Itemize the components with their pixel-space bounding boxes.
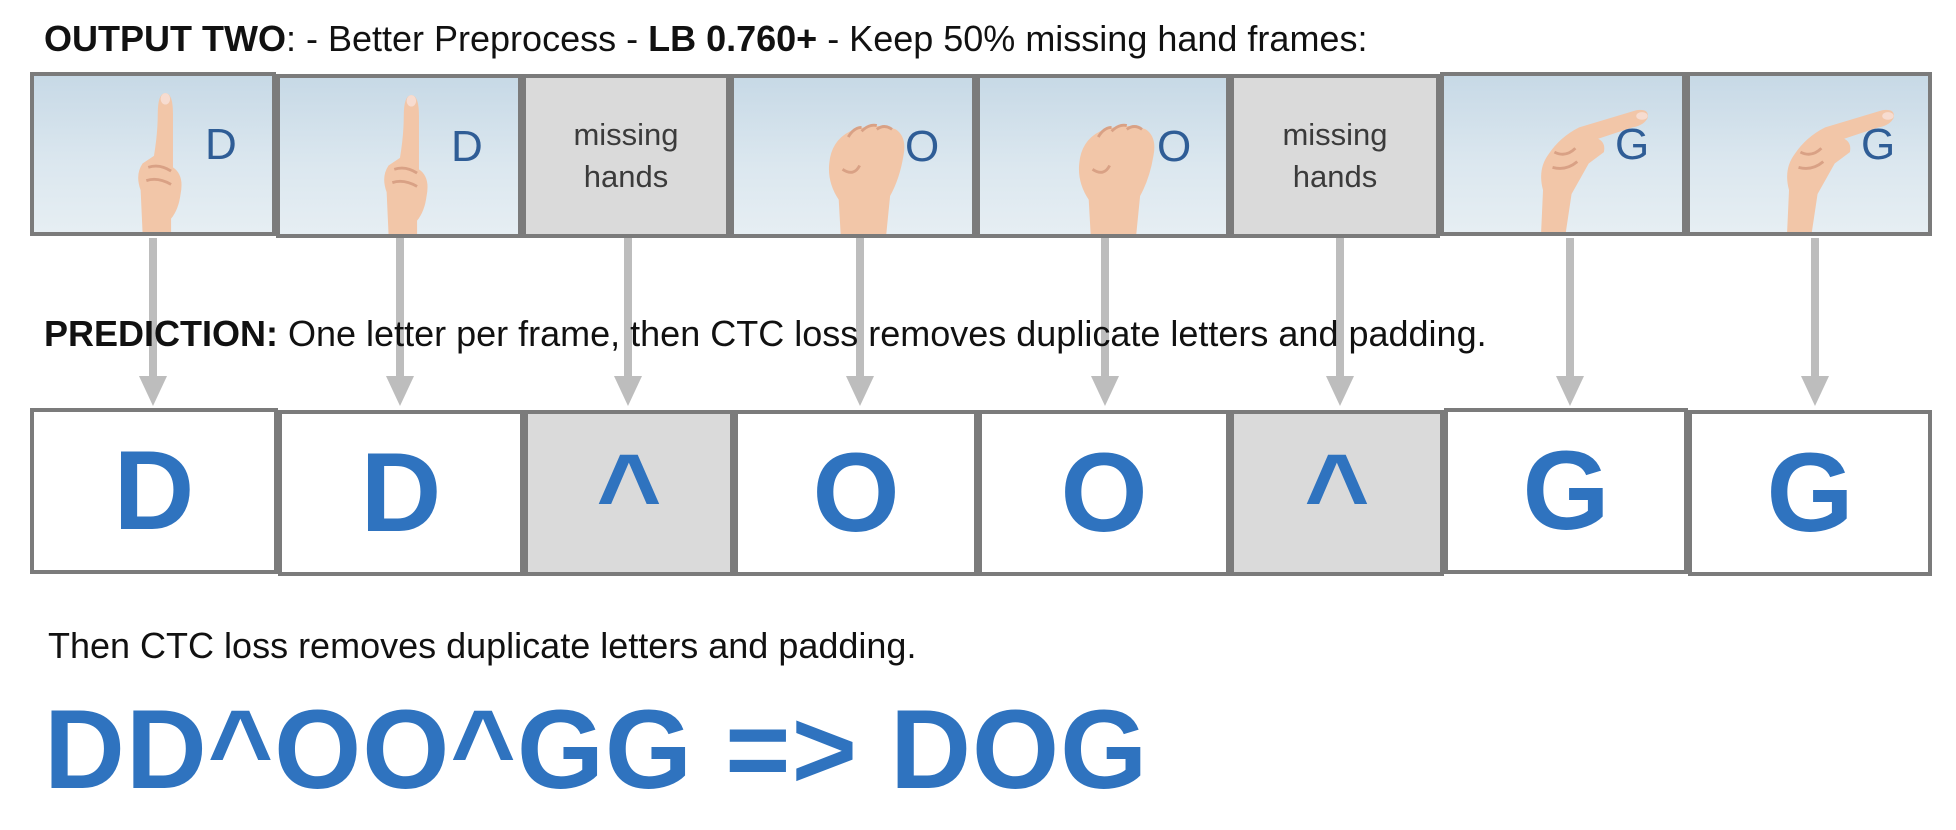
padding-box: ^ [1230,410,1444,576]
predicted-letter: G [1766,430,1854,555]
down-arrow-icon [846,238,874,406]
hand-sign-icon [1787,109,1894,232]
predicted-letter: ^ [596,431,662,556]
hand-sign-icon [1078,123,1155,234]
missing-hands-label: missing hands [573,117,679,194]
frame-letter: G [1861,120,1896,169]
down-arrow-icon [614,238,642,406]
down-arrow-icon [1091,238,1119,406]
lb-score-label: LB 0.760+ [648,18,818,59]
down-arrow-icon [386,238,414,406]
frame-letter: O [905,122,940,171]
prediction-box: O [978,410,1230,576]
down-arrow-icon [1801,238,1829,406]
hand-frame: D [30,72,276,236]
header-tail: - Keep 50% missing hand frames: [817,18,1368,59]
missing-hands-label: missing hands [1282,117,1388,194]
padding-box: ^ [524,410,734,576]
hand-frame: G [1440,72,1686,236]
hand-sign-icon [1541,109,1648,232]
frame-letter: D [451,122,483,171]
prediction-box: O [734,410,978,576]
output-label: OUTPUT TWO [44,18,286,59]
prediction-label: PREDICTION: [44,313,278,354]
hand-sign-icon [828,123,905,234]
frame-letter: D [205,120,237,169]
predicted-letter: D [360,430,442,555]
hand-frame: D [276,74,522,238]
predicted-letter: O [812,430,900,555]
hand-sign-icon [384,95,428,234]
down-arrow-icon [1326,238,1354,406]
hand-sign-icon [138,93,182,232]
predicted-letter: G [1522,428,1610,553]
hand-frame: G [1686,72,1932,236]
ctc-explanation: Then CTC loss removes duplicate letters … [48,625,917,666]
hand-frame: O [730,74,976,238]
frame-letter: G [1615,120,1650,169]
missing-hands-frame: missing hands [522,74,730,238]
prediction-box: G [1444,408,1688,574]
missing-hands-frame: missing hands [1230,74,1440,238]
prediction-box: D [30,408,278,574]
prediction-text: One letter per frame, then CTC loss remo… [278,313,1487,354]
prediction-box: D [278,410,524,576]
predicted-letter: D [113,428,195,553]
frame-letter: O [1157,122,1192,171]
header-line: OUTPUT TWO: - Better Preprocess - LB 0.7… [44,18,1367,60]
header-separator: : - Better Preprocess - [285,18,649,59]
prediction-line: PREDICTION: One letter per frame, then C… [44,313,1487,355]
prediction-box: G [1688,410,1932,576]
final-result: DD^OO^GG => DOG [44,687,1149,812]
down-arrow-icon [1556,238,1584,406]
down-arrow-icon [139,238,167,406]
hand-frame: O [976,74,1230,238]
predicted-letter: O [1060,430,1148,555]
predicted-letter: ^ [1304,431,1370,556]
